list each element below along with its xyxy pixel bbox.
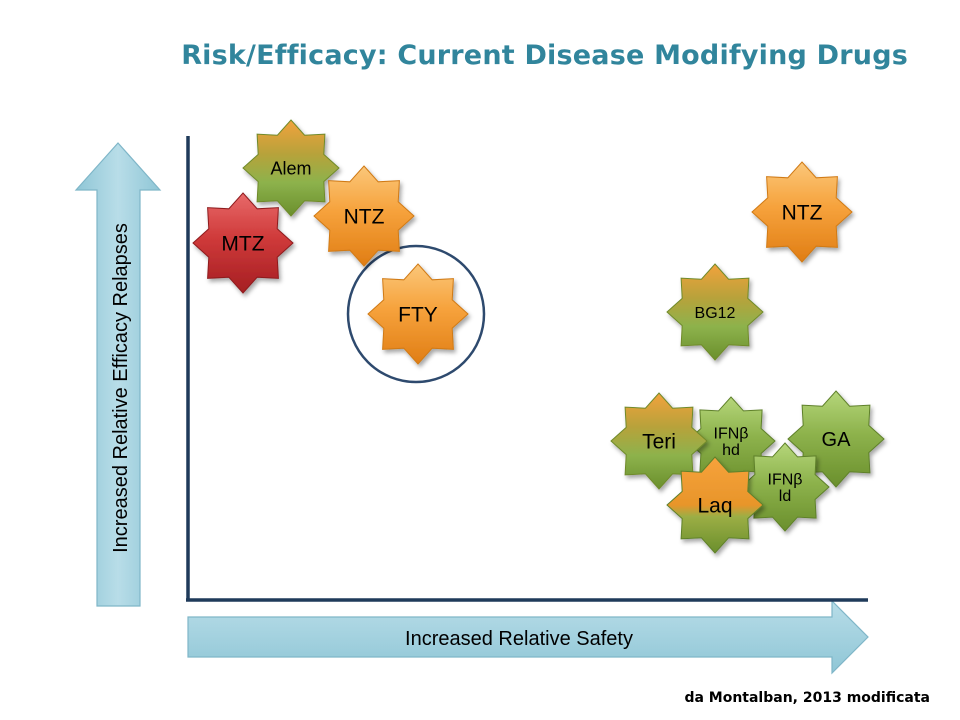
drug-label: NTZ [344,206,385,229]
star-shape [666,456,764,554]
drug-label: IFNβ [714,425,749,442]
drug-label: Alem [270,159,311,179]
y-axis-label: Increased Relative Efficacy Relapses [110,223,132,553]
drug-label: hd [722,442,740,459]
drug-star-alem: Alem [242,119,340,217]
star-shape [192,192,294,294]
star-shape [367,263,469,365]
drug-label: BG12 [695,305,736,322]
drug-star-ntz-right: NTZ [751,161,853,263]
star-shape [666,263,764,361]
star-shape [751,161,853,263]
source-note: da Montalban, 2013 modificata [684,690,930,706]
star-shape [610,392,708,490]
drug-label: Teri [642,431,676,454]
drug-star-bg12: BG12 [666,263,764,361]
drug-star-laq: Laq [666,456,764,554]
drug-label: MTZ [221,233,264,256]
drug-star-fty: FTY [367,263,469,365]
drug-label: FTY [398,304,438,327]
drug-star-mtz: MTZ [192,192,294,294]
drug-star-ntz-left: NTZ [313,165,415,267]
drug-label: IFNβ [768,471,803,488]
drug-label: ld [779,488,791,505]
drug-stars: AlemNTZMTZFTYNTZBG12GAIFNβhdTeriIFNβldLa… [192,119,885,554]
x-axis-label: Increased Relative Safety [405,628,633,650]
drug-label: Laq [697,495,732,518]
star-shape [313,165,415,267]
highlight-circle [346,244,486,384]
drug-label: NTZ [782,202,823,225]
star-shape [242,119,340,217]
efficacy-arrow: Increased Relative Efficacy Relapses [74,142,162,607]
slide-title: Risk/Efficacy: Current Disease Modifying… [181,40,908,71]
star-shape [740,442,830,532]
drug-star-teri: Teri [610,392,708,490]
safety-arrow: Increased Relative Safety [187,599,869,675]
drug-label: GA [822,429,852,451]
